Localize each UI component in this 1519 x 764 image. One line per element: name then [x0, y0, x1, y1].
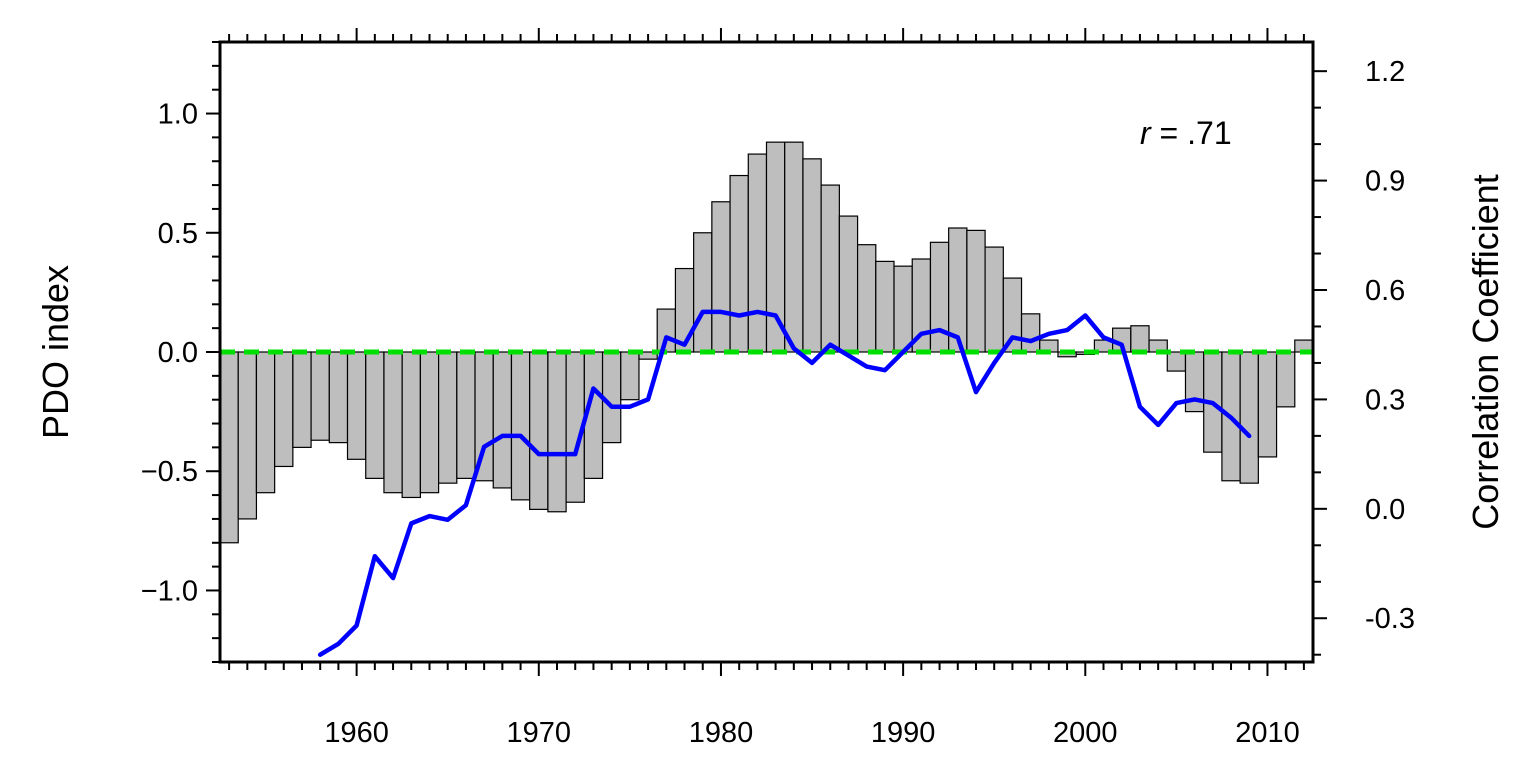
- bar: [237, 351, 258, 520]
- bar: [310, 351, 330, 441]
- y2-axis-title: Correlation Coefficient: [1465, 174, 1506, 530]
- bar: [820, 184, 840, 353]
- bar: [856, 244, 877, 353]
- y-tick-label: 0.5: [158, 218, 198, 250]
- bar: [765, 141, 786, 353]
- bar: [346, 351, 367, 460]
- y2-tick-label: -0.3: [1365, 603, 1415, 635]
- x-tick-label: 1970: [507, 717, 572, 749]
- bar: [438, 351, 458, 484]
- bar: [255, 351, 276, 494]
- bar: [929, 241, 950, 353]
- bar: [547, 351, 567, 513]
- correlation-line: [317, 309, 1252, 657]
- bar: [784, 141, 804, 353]
- y-tick-label: −0.5: [141, 456, 198, 488]
- bar: [620, 351, 640, 401]
- bar: [984, 246, 1004, 353]
- bar: [1239, 351, 1259, 484]
- y-axis-title: PDO index: [35, 265, 76, 439]
- y-tick-label: 0.0: [158, 337, 198, 369]
- bar: [638, 351, 658, 360]
- bar: [492, 351, 513, 489]
- bar: [219, 351, 239, 544]
- bar: [966, 229, 986, 353]
- y-tick-label: −1.0: [141, 575, 198, 607]
- x-tick-label: 2010: [1235, 717, 1300, 749]
- bar: [802, 158, 822, 353]
- y2-tick-label: 0.6: [1365, 275, 1405, 307]
- bar: [529, 351, 549, 510]
- bar: [747, 153, 768, 353]
- y2-tick-label: 0.0: [1365, 494, 1405, 526]
- bar: [693, 232, 713, 353]
- x-tick-label: 1960: [324, 717, 389, 749]
- y2-tick-label: 1.2: [1365, 56, 1405, 88]
- bar: [729, 174, 749, 353]
- bar: [711, 201, 731, 353]
- bar: [419, 351, 440, 494]
- bar: [838, 215, 859, 353]
- bar: [328, 351, 349, 444]
- bar: [456, 351, 476, 479]
- tick-labels: 1960 1970 1980 1990 2000 2010 1.0 0.5 0.0 −0.5 −1.…: [141, 56, 1415, 749]
- bar: [365, 351, 385, 479]
- y-tick-label: 1.0: [158, 99, 198, 131]
- correlation-annotation: r = .71: [1140, 115, 1232, 151]
- bar: [1020, 313, 1041, 353]
- bar: [383, 351, 403, 494]
- annotation-value: = .71: [1151, 115, 1232, 151]
- correlation-series: [317, 309, 1252, 657]
- y2-tick-label: 0.3: [1365, 384, 1405, 416]
- y2-tick-label: 0.9: [1365, 166, 1405, 198]
- x-tick-label: 2000: [1053, 717, 1118, 749]
- bar: [401, 351, 421, 499]
- bar: [510, 351, 531, 501]
- annotation-var: r: [1140, 115, 1152, 151]
- bar: [674, 267, 695, 353]
- bar: [1257, 351, 1278, 458]
- bar: [1275, 351, 1296, 408]
- bar: [274, 351, 294, 468]
- bar: [292, 351, 312, 448]
- bar: [656, 308, 677, 353]
- bar-series: [219, 141, 1314, 544]
- bar: [875, 260, 895, 353]
- x-tick-label: 1990: [871, 717, 936, 749]
- bar: [1166, 351, 1187, 372]
- axis-ticks: [206, 28, 1327, 676]
- x-tick-label: 1980: [689, 717, 754, 749]
- bar: [1130, 325, 1150, 353]
- bar: [893, 265, 913, 353]
